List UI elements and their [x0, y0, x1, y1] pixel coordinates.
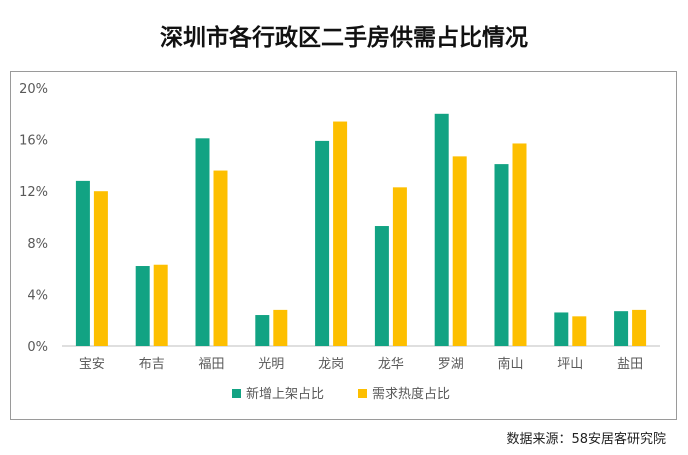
- legend-swatch-supply: [232, 389, 241, 398]
- bar-supply: [554, 312, 569, 346]
- y-tick-label: 20%: [19, 82, 48, 97]
- bar-demand: [452, 156, 467, 346]
- bar-supply: [315, 140, 330, 346]
- bar-demand: [512, 143, 527, 346]
- y-tick-label: 16%: [19, 134, 48, 149]
- bar-demand: [392, 187, 407, 346]
- source-note: 数据来源：58安居客研究院: [506, 432, 666, 447]
- y-tick-label: 12%: [19, 185, 48, 200]
- bar-demand: [632, 309, 647, 346]
- bar-demand: [213, 170, 228, 346]
- bar-supply: [75, 180, 90, 346]
- x-tick-label: 福田: [198, 357, 224, 372]
- y-tick-label: 8%: [27, 237, 48, 252]
- y-tick-label: 4%: [27, 288, 48, 303]
- bar-supply: [374, 226, 389, 346]
- bar-demand: [273, 309, 288, 346]
- chart-title: 深圳市各行政区二手房供需占比情况: [160, 25, 528, 51]
- bar-supply: [614, 311, 629, 346]
- bar-supply: [135, 266, 150, 346]
- bar-demand: [572, 316, 587, 346]
- bar-supply: [494, 164, 509, 346]
- x-tick-label: 宝安: [79, 357, 105, 372]
- x-tick-label: 龙岗: [318, 357, 344, 372]
- bar-supply: [255, 315, 270, 346]
- bar-demand: [333, 121, 348, 346]
- bar-demand: [93, 191, 108, 346]
- x-tick-label: 罗湖: [438, 357, 464, 372]
- x-tick-label: 盐田: [617, 357, 643, 372]
- bar-supply: [195, 138, 210, 346]
- chart-frame: [10, 71, 677, 420]
- x-tick-label: 布吉: [139, 357, 165, 372]
- x-tick-label: 龙华: [378, 357, 404, 372]
- bar-demand: [153, 264, 168, 346]
- legend-label-demand: 需求热度占比: [372, 386, 450, 402]
- x-tick-label: 光明: [258, 357, 284, 372]
- legend-swatch-demand: [358, 389, 367, 398]
- x-tick-label: 坪山: [557, 357, 583, 372]
- legend-label-supply: 新增上架占比: [246, 386, 324, 402]
- bar-supply: [434, 113, 449, 346]
- x-tick-label: 南山: [497, 356, 523, 372]
- y-tick-label: 0%: [27, 340, 48, 355]
